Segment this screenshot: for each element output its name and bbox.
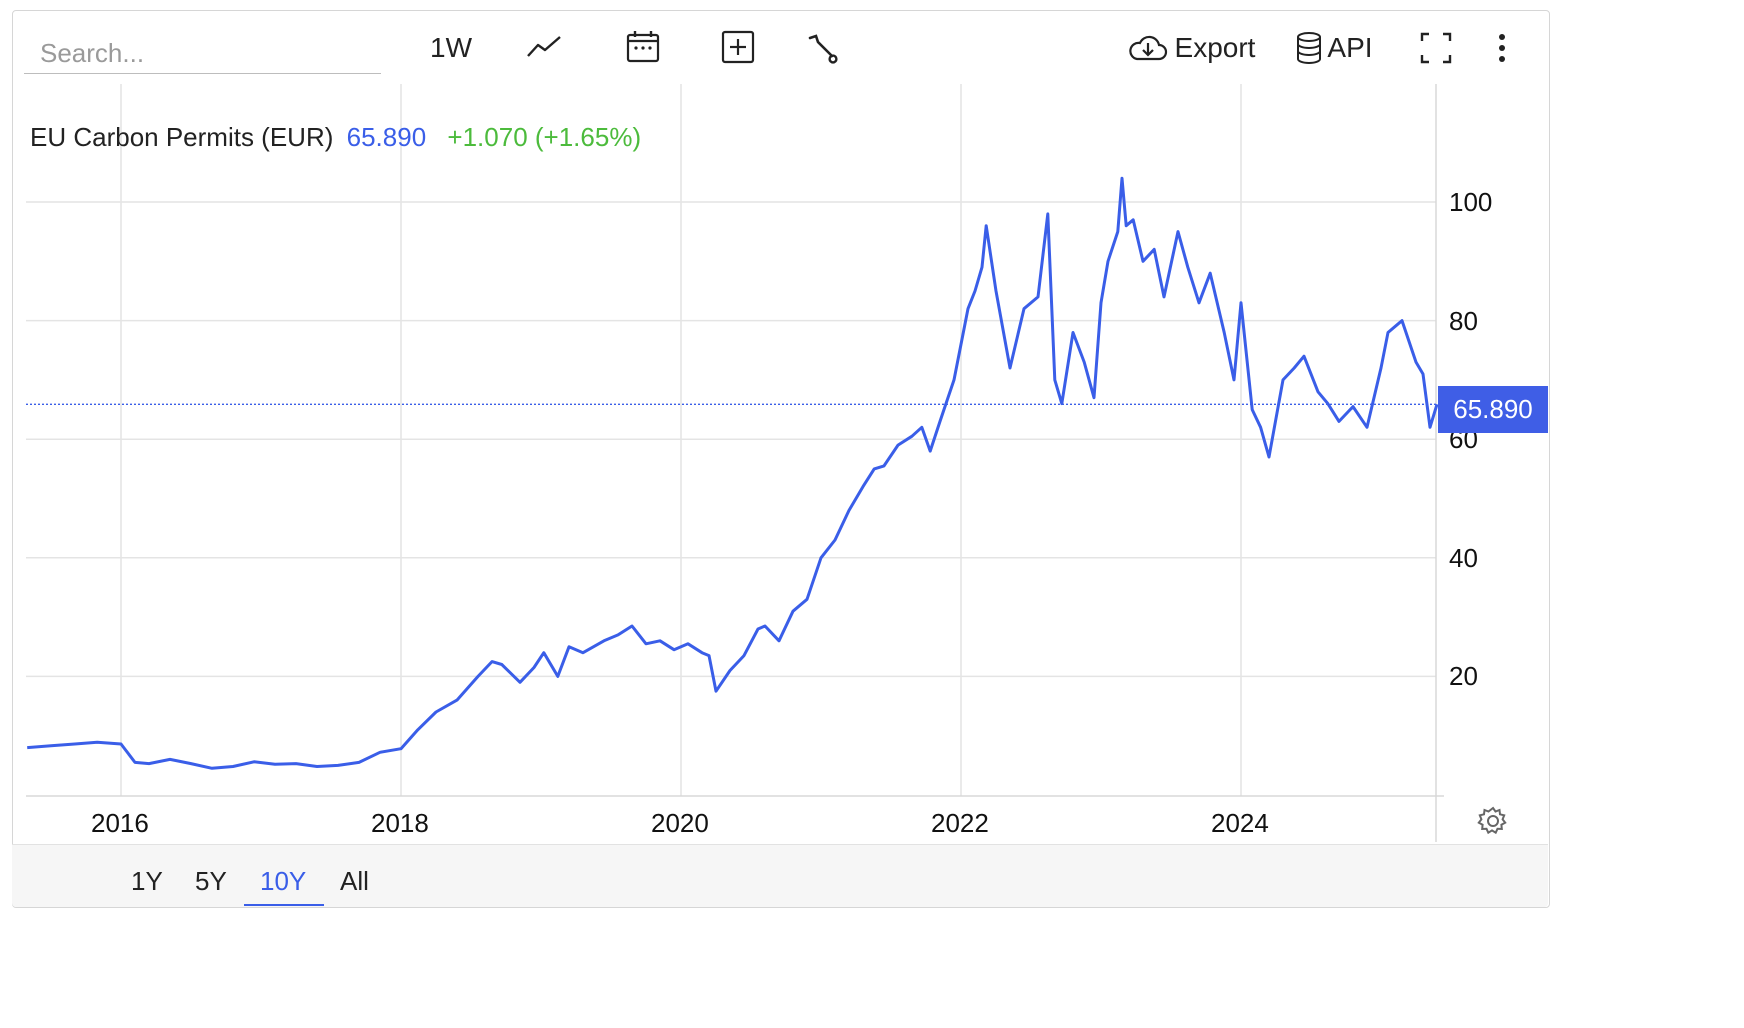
y-tick-label: 20 (1449, 661, 1478, 692)
database-icon[interactable] (1292, 28, 1326, 68)
legend-last-price: 65.890 (346, 122, 427, 152)
y-tick-label: 100 (1449, 187, 1493, 217)
range-bar (12, 844, 1548, 907)
active-range-underline (244, 904, 324, 906)
fullscreen-icon[interactable] (1416, 28, 1456, 68)
search-input[interactable] (24, 34, 381, 74)
range-button-5y[interactable]: 5Y (195, 866, 227, 896)
range-button-1y[interactable]: 1Y (131, 866, 163, 896)
legend-change: +1.070 (+1.65%) (447, 122, 642, 152)
x-tick-label: 2020 (651, 808, 709, 838)
chart-legend: EU Carbon Permits (EUR) 65.890 +1.070 (+… (30, 122, 641, 153)
range-button-10y[interactable]: 10Y (260, 866, 307, 896)
calendar-icon[interactable] (622, 26, 664, 66)
gear-icon[interactable] (1474, 802, 1512, 840)
export-button[interactable]: Export (1174, 32, 1256, 63)
legend-title: EU Carbon Permits (EUR) (30, 122, 334, 152)
cloud-download-icon[interactable] (1126, 30, 1170, 66)
last-price-tag: 65.890 (1438, 386, 1548, 433)
x-tick-label: 2018 (371, 808, 429, 838)
more-vert-icon[interactable] (1490, 28, 1514, 68)
x-tick-label: 2016 (91, 808, 149, 838)
range-button-all[interactable]: All (340, 866, 369, 896)
line-chart-icon[interactable] (524, 30, 566, 64)
api-button[interactable]: API (1327, 32, 1373, 63)
x-tick-label: 2024 (1211, 808, 1269, 838)
wrench-icon[interactable] (802, 30, 842, 68)
interval-selector-button[interactable]: 1W (430, 32, 472, 63)
y-tick-label: 40 (1449, 542, 1478, 573)
x-tick-label: 2022 (931, 808, 989, 838)
y-tick-label: 80 (1449, 305, 1478, 336)
add-box-icon[interactable] (718, 28, 758, 66)
